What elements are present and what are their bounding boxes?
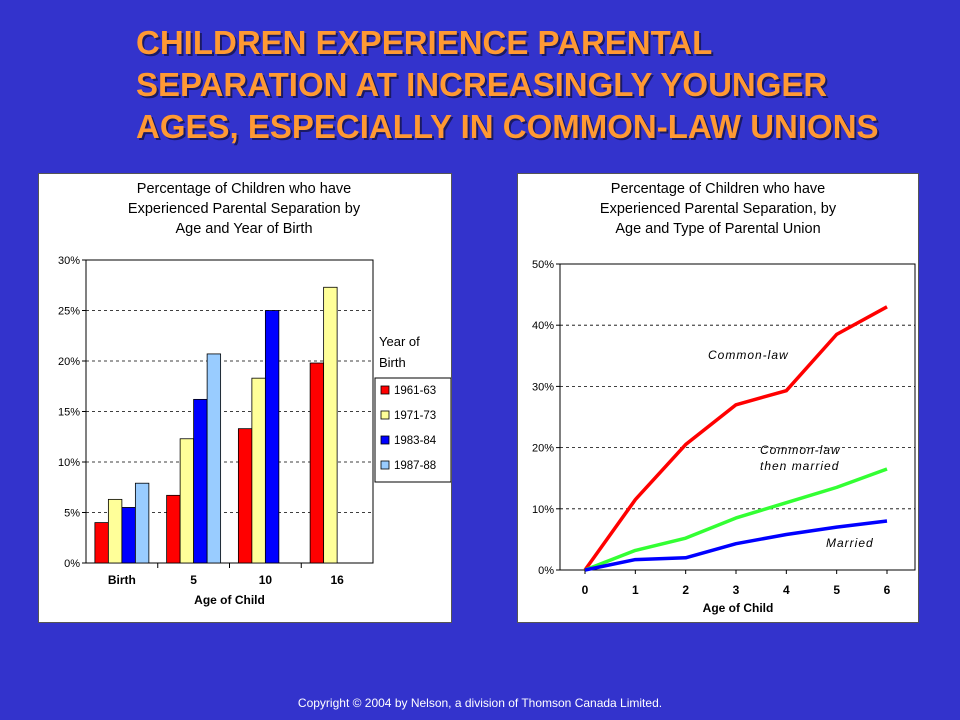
chart-title-line: Percentage of Children who have [611, 181, 825, 197]
slide-title-line-1: CHILDREN EXPERIENCE PARENTAL [136, 24, 713, 61]
legend-title-line: Year of [379, 334, 420, 349]
bar-chart-panel: Percentage of Children who have Experienc… [38, 173, 452, 623]
y-tick-label: 5% [64, 508, 80, 520]
chart-title-line: Age and Type of Parental Union [615, 221, 820, 237]
bar [134, 482, 150, 564]
y-tick-label: 10% [58, 457, 80, 469]
y-tick-label: 30% [58, 255, 80, 267]
series-label: then married [760, 459, 839, 473]
chart-title-line: Percentage of Children who have [137, 181, 351, 197]
copyright-notice: Copyright © 2004 by Nelson, a division o… [297, 696, 663, 710]
x-tick-label: 5 [833, 583, 840, 597]
chart-title-line: Experienced Parental Separation by [128, 201, 361, 217]
bar [107, 498, 123, 564]
x-tick-label: 16 [330, 573, 344, 587]
x-axis-label: Age of Child [703, 601, 774, 615]
legend-swatch [380, 410, 390, 420]
y-tick-label: 50% [532, 259, 554, 271]
x-tick-label: 10 [259, 573, 273, 587]
line-chart-panel: Percentage of Children who have Experienc… [517, 173, 919, 623]
series-line [584, 467, 888, 572]
chart-title-line: Age and Year of Birth [175, 221, 312, 237]
x-axis-label: Age of Child [194, 593, 265, 607]
x-tick-label: Birth [108, 573, 136, 587]
x-tick-label: 2 [682, 583, 689, 597]
y-tick-label: 20% [532, 443, 554, 455]
legend-swatch [380, 385, 390, 395]
legend-title-line: Birth [379, 355, 406, 370]
series-line [584, 519, 888, 572]
bar [237, 428, 253, 564]
y-tick-label: 0% [538, 565, 554, 577]
bar [121, 507, 136, 564]
legend-entry: 1983-84 [394, 435, 437, 447]
bar [264, 310, 280, 564]
legend-entry: 1971-73 [394, 410, 436, 422]
x-tick-label: 0 [582, 583, 589, 597]
series-label: Married [826, 536, 874, 550]
bar [323, 286, 338, 564]
chart-title-line: Experienced Parental Separation, by [600, 201, 837, 217]
slide-title-line-2: SEPARATION AT INCREASINGLY YOUNGER [136, 66, 828, 103]
bar-chart: Percentage of Children who have Experienc… [58, 181, 451, 607]
bar [193, 398, 208, 564]
y-tick-label: 15% [58, 407, 80, 419]
bar [251, 377, 266, 564]
bar [166, 494, 181, 564]
x-tick-label: 5 [190, 573, 197, 587]
y-tick-label: 20% [58, 356, 80, 368]
legend-entry: 1961-63 [394, 385, 436, 397]
line-chart: Percentage of Children who have Experienc… [532, 181, 916, 615]
series-label: Common-law [760, 443, 841, 457]
y-tick-label: 40% [532, 320, 554, 332]
bar [309, 362, 325, 564]
bar [94, 522, 109, 564]
y-tick-label: 25% [58, 306, 80, 318]
x-tick-label: 1 [632, 583, 639, 597]
x-tick-label: 6 [884, 583, 891, 597]
series-line [583, 305, 888, 572]
bar [206, 353, 222, 564]
slide-title-line-3: AGES, ESPECIALLY IN COMMON-LAW UNIONS [136, 108, 879, 145]
bar [179, 438, 195, 564]
y-tick-label: 0% [64, 558, 80, 570]
slide-title: CHILDREN EXPERIENCE PARENTAL SEPARATION … [136, 22, 936, 148]
y-tick-label: 30% [532, 381, 554, 393]
x-tick-label: 3 [733, 583, 740, 597]
legend-entry: 1987-88 [394, 460, 436, 472]
legend-swatch [380, 435, 390, 445]
x-tick-label: 4 [783, 583, 790, 597]
y-tick-label: 10% [532, 504, 554, 516]
legend-swatch [380, 460, 390, 470]
series-label: Common-law [708, 348, 789, 362]
